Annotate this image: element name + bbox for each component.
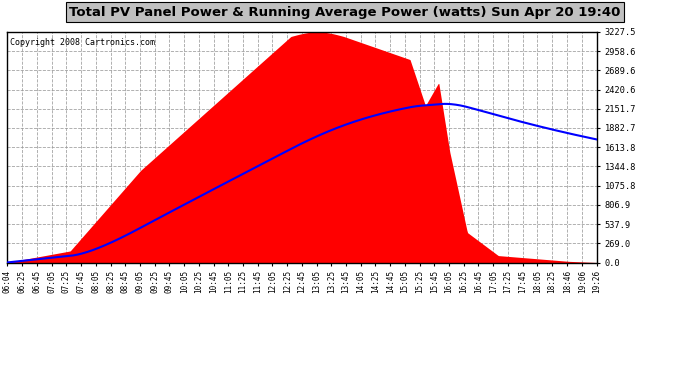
Text: Copyright 2008 Cartronics.com: Copyright 2008 Cartronics.com [10,38,155,46]
Text: Total PV Panel Power & Running Average Power (watts) Sun Apr 20 19:40: Total PV Panel Power & Running Average P… [69,6,621,19]
